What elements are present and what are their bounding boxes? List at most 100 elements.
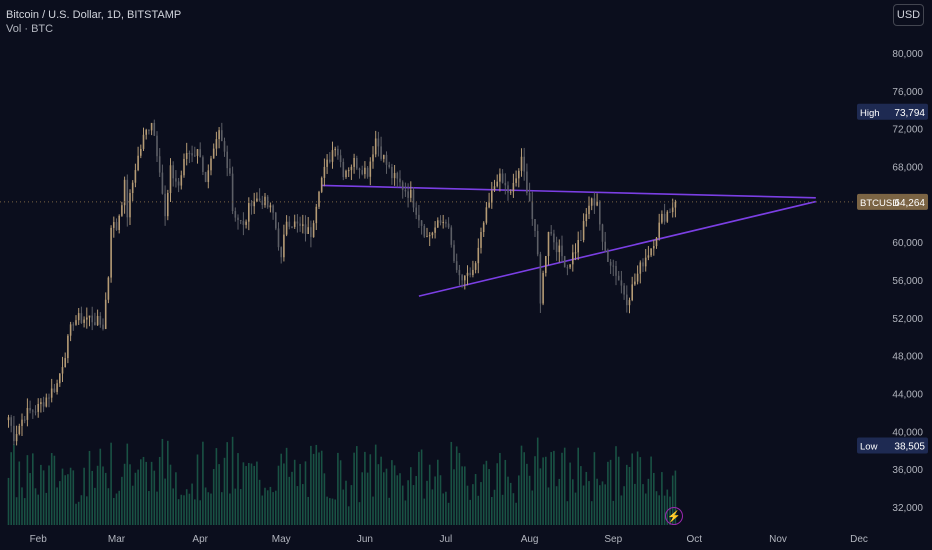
candle-body	[10, 417, 12, 426]
volume-bar	[647, 478, 650, 525]
candle-body	[248, 203, 250, 222]
candle-body	[550, 231, 552, 234]
volume-bars	[7, 436, 677, 525]
candle-body	[42, 402, 45, 407]
volume-bar	[428, 464, 431, 525]
price-axis-panel[interactable]	[856, 0, 932, 550]
candle-body	[458, 269, 461, 276]
candle-body	[80, 313, 83, 323]
candle-body	[607, 250, 609, 262]
y-tick-label: 60,000	[892, 238, 923, 249]
volume-bar	[520, 445, 523, 525]
x-tick-label: Mar	[108, 534, 126, 545]
volume-bar	[380, 456, 382, 525]
candle-body	[61, 367, 64, 374]
volume-bar	[577, 447, 579, 525]
volume-bar	[188, 493, 191, 525]
candle-body	[663, 213, 666, 222]
candle-body	[23, 419, 26, 421]
volume-bar	[302, 484, 304, 525]
low-tag-label: Low	[860, 441, 878, 452]
candle-body	[339, 155, 342, 162]
currency-button[interactable]: USD	[893, 4, 924, 26]
candle-body	[504, 182, 507, 186]
volume-bar	[250, 463, 253, 525]
candle-body	[661, 213, 663, 223]
symbol-legend[interactable]: Bitcoin / U.S. Dollar, 1D, BITSTAMP	[6, 9, 182, 21]
volume-bar	[310, 445, 312, 525]
volume-bar	[639, 457, 642, 525]
volume-bar	[356, 446, 358, 525]
volume-bar	[504, 459, 507, 525]
volume-bar	[288, 476, 291, 525]
candle-body	[56, 383, 58, 392]
volume-bar	[218, 464, 220, 525]
volume-bar	[628, 467, 631, 525]
volume-bar	[364, 451, 366, 525]
volume-bar	[312, 453, 315, 525]
volume-bar	[372, 496, 374, 525]
trendline-resistance[interactable]	[321, 184, 816, 199]
volume-bar	[185, 489, 188, 525]
candle-body	[315, 206, 318, 224]
volume-bar	[140, 459, 142, 525]
candle-body	[131, 182, 134, 194]
volume-bar	[169, 464, 172, 525]
volume-legend[interactable]: Vol · BTC	[6, 23, 54, 35]
volume-bar	[215, 448, 218, 525]
candle-body	[288, 221, 291, 227]
low-tag: Low 38,505	[857, 437, 928, 454]
volume-bar	[121, 476, 123, 525]
volume-bar	[326, 496, 328, 525]
x-tick-label: Aug	[521, 534, 539, 545]
volume-bar	[304, 461, 307, 525]
candle-body	[520, 156, 523, 171]
candle-body	[86, 317, 88, 320]
candle-body	[491, 190, 493, 203]
volume-bar	[18, 461, 21, 525]
candle-body	[358, 168, 361, 171]
volume-bar	[539, 468, 542, 525]
candle-body	[377, 138, 380, 147]
volume-bar	[334, 499, 336, 525]
volume-bar	[453, 469, 455, 525]
candle-body	[410, 189, 412, 198]
candle-body	[310, 227, 312, 238]
volume-bar	[615, 446, 617, 525]
volume-bar	[547, 487, 550, 525]
lightning-icon[interactable]: ⚡	[665, 507, 683, 525]
candle-body	[469, 272, 471, 276]
volume-bar	[221, 492, 223, 525]
volume-bar	[650, 456, 652, 525]
volume-bar	[383, 472, 385, 525]
candle-body	[285, 221, 288, 235]
volume-bar	[164, 478, 166, 525]
volume-bar	[69, 467, 72, 525]
volume-bar	[482, 464, 485, 525]
candle-body	[172, 165, 174, 179]
candle-body	[283, 234, 285, 258]
candle-body	[601, 224, 604, 242]
volume-bar	[431, 489, 434, 525]
y-tick-label: 48,000	[892, 352, 923, 363]
candle-body	[620, 280, 623, 286]
candle-body	[485, 207, 488, 223]
volume-bar	[223, 457, 226, 525]
volume-bar	[580, 466, 582, 525]
candle-body	[218, 130, 220, 140]
volume-bar	[339, 460, 342, 525]
x-tick-label: Oct	[687, 534, 703, 545]
candle-body	[48, 397, 50, 399]
candle-body	[442, 221, 444, 223]
candle-body	[428, 235, 431, 237]
y-tick-label: 56,000	[892, 276, 923, 287]
candle-body	[156, 135, 158, 157]
trendline-support[interactable]	[418, 200, 816, 297]
candle-body	[412, 189, 415, 208]
candle-body	[626, 294, 628, 306]
volume-bar	[420, 449, 423, 525]
candle-body	[212, 148, 215, 159]
